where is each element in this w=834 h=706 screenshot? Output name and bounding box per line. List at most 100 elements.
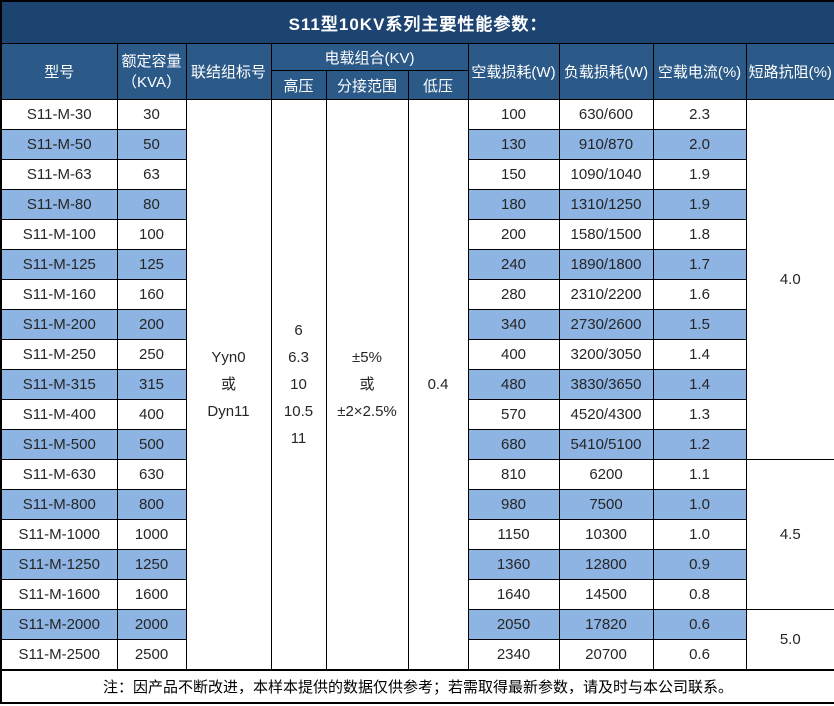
capacity-cell: 250 <box>116 339 187 370</box>
model-cell: S11-M-2500 <box>0 639 118 670</box>
col-header-tap-range: 分接范围 <box>325 70 409 100</box>
capacity-cell: 50 <box>116 129 187 160</box>
model-cell: S11-M-30 <box>0 99 118 130</box>
no-load-loss-cell: 280 <box>467 279 560 310</box>
load-loss-cell: 1890/1800 <box>558 249 654 280</box>
table-row: S11-M-315 315 480 3830/3650 1.4 <box>0 369 834 400</box>
tap-range-cell: ±5% 或 ±2×2.5% <box>325 99 409 670</box>
table-row: S11-M-30 30 Yyn0 或 Dyn11 6 6.3 10 10.5 1… <box>0 99 834 670</box>
col-header-lv: 低压 <box>407 70 469 100</box>
no-load-loss-cell: 400 <box>467 339 560 370</box>
load-loss-cell: 5410/5100 <box>558 429 654 460</box>
table-row: S11-M-200 200 340 2730/2600 1.5 <box>0 309 834 340</box>
col-header-model: 型号 <box>0 43 118 100</box>
model-cell: S11-M-100 <box>0 219 118 250</box>
capacity-cell: 160 <box>116 279 187 310</box>
model-cell: S11-M-1250 <box>0 549 118 580</box>
model-cell: S11-M-160 <box>0 279 118 310</box>
no-load-loss-cell: 2340 <box>467 639 560 670</box>
capacity-cell: 125 <box>116 249 187 280</box>
col-header-hv: 高压 <box>270 70 327 100</box>
capacity-cell: 1600 <box>116 579 187 610</box>
no-load-loss-cell: 810 <box>467 459 560 490</box>
no-load-loss-cell: 480 <box>467 369 560 400</box>
model-cell: S11-M-63 <box>0 159 118 190</box>
load-loss-cell: 1580/1500 <box>558 219 654 250</box>
page-title: S11型10KV系列主要性能参数： <box>0 0 834 44</box>
model-cell: S11-M-250 <box>0 339 118 370</box>
header-row-2: 高压 分接范围 低压 <box>1 70 834 100</box>
table-row: S11-M-50 50 130 910/870 2.0 <box>0 129 834 160</box>
capacity-cell: 63 <box>116 159 187 190</box>
model-cell: S11-M-200 <box>0 309 118 340</box>
load-loss-cell: 910/870 <box>558 129 654 160</box>
capacity-cell: 1000 <box>116 519 187 550</box>
table-row: S11-M-63 63 150 1090/1040 1.9 <box>0 159 834 190</box>
no-load-current-cell: 2.0 <box>652 129 747 160</box>
no-load-loss-cell: 130 <box>467 129 560 160</box>
capacity-cell: 400 <box>116 399 187 430</box>
load-loss-cell: 7500 <box>558 489 654 520</box>
impedance-cell: 4.0 <box>745 99 834 460</box>
no-load-current-cell: 1.0 <box>652 519 747 550</box>
capacity-cell: 2000 <box>116 609 187 640</box>
no-load-current-cell: 0.8 <box>652 579 747 610</box>
model-cell: S11-M-630 <box>0 459 118 490</box>
no-load-current-cell: 0.6 <box>652 639 747 670</box>
capacity-cell: 800 <box>116 489 187 520</box>
capacity-cell: 30 <box>116 99 187 130</box>
table-row: S11-M-1600 1600 1640 14500 0.8 <box>0 579 834 610</box>
capacity-cell: 80 <box>116 189 187 220</box>
no-load-current-cell: 0.6 <box>652 609 747 640</box>
table-row: S11-M-400 400 570 4520/4300 1.3 <box>0 399 834 430</box>
load-loss-cell: 1090/1040 <box>558 159 654 190</box>
model-cell: S11-M-50 <box>0 129 118 160</box>
no-load-current-cell: 1.4 <box>652 339 747 370</box>
load-loss-cell: 20700 <box>558 639 654 670</box>
model-cell: S11-M-80 <box>0 189 118 220</box>
load-loss-cell: 6200 <box>558 459 654 490</box>
capacity-cell: 2500 <box>116 639 187 670</box>
load-loss-cell: 1310/1250 <box>558 189 654 220</box>
no-load-current-cell: 1.1 <box>652 459 747 490</box>
model-cell: S11-M-2000 <box>0 609 118 640</box>
no-load-current-cell: 1.8 <box>652 219 747 250</box>
col-header-no-load-loss: 空载损耗(W) <box>467 43 560 100</box>
no-load-loss-cell: 1360 <box>467 549 560 580</box>
table-row: S11-M-2500 2500 2340 20700 0.6 <box>0 639 834 670</box>
no-load-current-cell: 1.9 <box>652 189 747 220</box>
no-load-current-cell: 1.3 <box>652 399 747 430</box>
model-cell: S11-M-1000 <box>0 519 118 550</box>
model-cell: S11-M-500 <box>0 429 118 460</box>
load-loss-cell: 14500 <box>558 579 654 610</box>
no-load-current-cell: 1.2 <box>652 429 747 460</box>
table-row: S11-M-630 630 810 6200 1.1 4.5 <box>0 459 834 610</box>
no-load-current-cell: 1.0 <box>652 489 747 520</box>
col-header-impedance: 短路抗阻(%) <box>745 43 834 100</box>
capacity-cell: 315 <box>116 369 187 400</box>
load-loss-cell: 2310/2200 <box>558 279 654 310</box>
capacity-cell: 630 <box>116 459 187 490</box>
table-row: S11-M-100 100 200 1580/1500 1.8 <box>0 219 834 250</box>
no-load-current-cell: 1.7 <box>652 249 747 280</box>
capacity-cell: 1250 <box>116 549 187 580</box>
no-load-loss-cell: 100 <box>467 99 560 130</box>
col-header-no-load-current: 空载电流(%) <box>652 43 747 100</box>
model-cell: S11-M-400 <box>0 399 118 430</box>
hv-voltage-cell: 6 6.3 10 10.5 11 <box>270 99 327 670</box>
no-load-loss-cell: 680 <box>467 429 560 460</box>
no-load-current-cell: 1.5 <box>652 309 747 340</box>
load-loss-cell: 12800 <box>558 549 654 580</box>
footer-row: 注：因产品不断改进，本样本提供的数据仅供参考；若需取得最新参数，请及时与本公司联… <box>0 668 834 703</box>
no-load-current-cell: 1.6 <box>652 279 747 310</box>
impedance-cell: 5.0 <box>745 609 834 670</box>
col-header-voltage-combo: 电载组合(KV) <box>270 43 469 71</box>
load-loss-cell: 3200/3050 <box>558 339 654 370</box>
col-header-vector-group: 联结组标号 <box>185 43 272 100</box>
load-loss-cell: 4520/4300 <box>558 399 654 430</box>
model-cell: S11-M-800 <box>0 489 118 520</box>
footer-note: 注：因产品不断改进，本样本提供的数据仅供参考；若需取得最新参数，请及时与本公司联… <box>0 668 834 703</box>
col-header-load-loss: 负载损耗(W) <box>558 43 654 100</box>
table-row: S11-M-2000 2000 2050 17820 0.6 5.0 <box>0 609 834 670</box>
